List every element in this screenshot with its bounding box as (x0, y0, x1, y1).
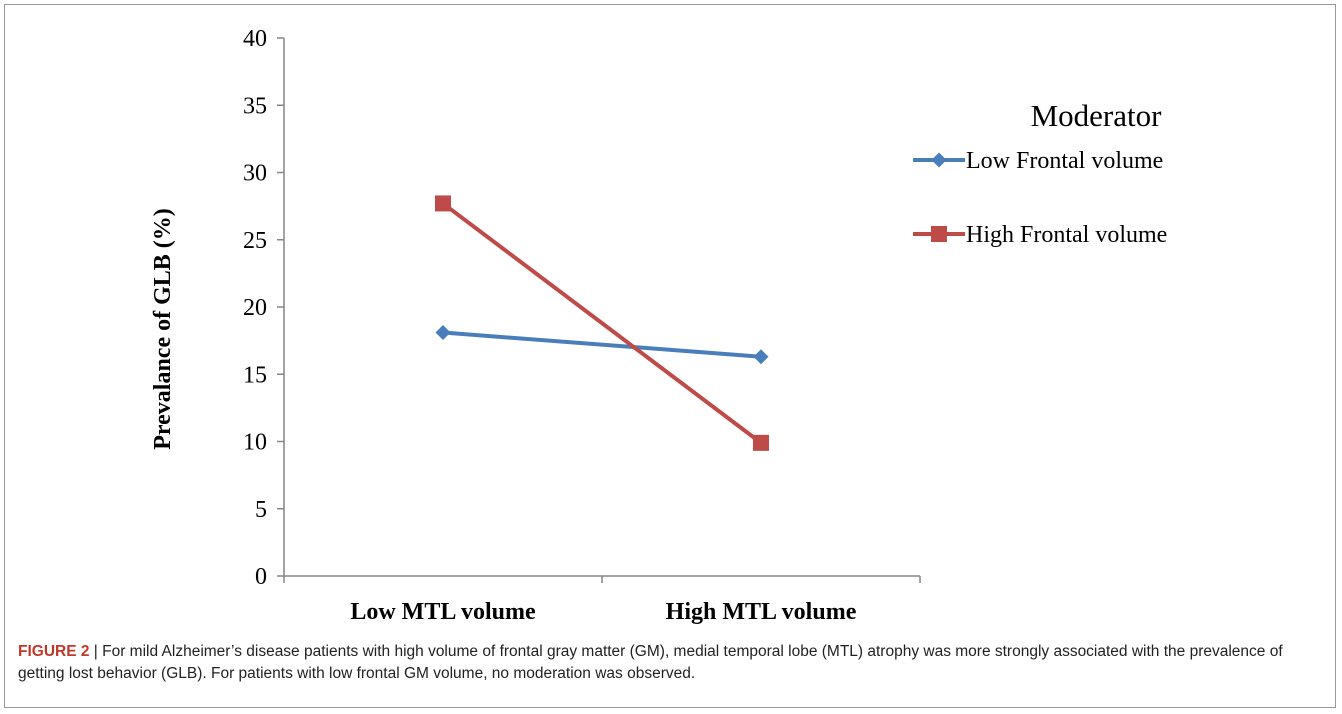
legend-title: Moderator (1031, 98, 1163, 133)
y-tick-label: 0 (255, 564, 267, 590)
y-tick-label: 30 (243, 161, 267, 187)
caption-separator: | (89, 643, 103, 660)
series-line (441, 201, 763, 445)
figure-frame (4, 4, 1336, 708)
y-tick-label: 20 (243, 295, 267, 321)
data-point (753, 349, 769, 365)
legend-marker (931, 226, 947, 242)
data-point (435, 195, 451, 212)
y-tick-label: 15 (243, 362, 267, 388)
series-low-frontal-volume (435, 325, 769, 365)
y-axis-label: Prevalance of GLB (%) (150, 208, 176, 450)
legend-label: Low Frontal volume (966, 148, 1163, 174)
x-axis-ticks: Low MTL volume High MTL volume (283, 576, 921, 625)
legend-item: Low Frontal volume (913, 148, 1163, 174)
data-point (753, 434, 769, 451)
y-tick-label: 5 (255, 497, 267, 523)
series-high-frontal-volume (435, 195, 769, 451)
line-chart: 0 5 10 15 20 25 30 35 40 Low MTL volume High MTL … (150, 26, 1167, 625)
x-tick-label: High MTL volume (666, 599, 857, 625)
series-line (442, 330, 762, 359)
y-axis-ticks: 0 5 10 15 20 25 30 35 40 (243, 26, 284, 590)
axes (283, 38, 920, 577)
x-tick-label: Low MTL volume (350, 599, 536, 625)
legend-label: High Frontal volume (966, 222, 1167, 248)
y-tick-label: 10 (243, 430, 267, 456)
series-group (435, 195, 769, 451)
data-point (435, 325, 451, 341)
figure-label: FIGURE 2 (18, 643, 90, 660)
legend-marker (931, 152, 947, 168)
caption-text: For mild Alzheimer’s disease patients wi… (18, 643, 1283, 682)
y-tick-label: 25 (243, 228, 267, 254)
y-tick-label: 40 (243, 26, 267, 52)
figure-caption: FIGURE 2 | For mild Alzheimer’s disease … (18, 641, 1318, 685)
legend-item: High Frontal volume (913, 222, 1167, 248)
y-tick-label: 35 (243, 93, 267, 119)
legend: Moderator Low Frontal volume High Frontal… (913, 98, 1167, 248)
